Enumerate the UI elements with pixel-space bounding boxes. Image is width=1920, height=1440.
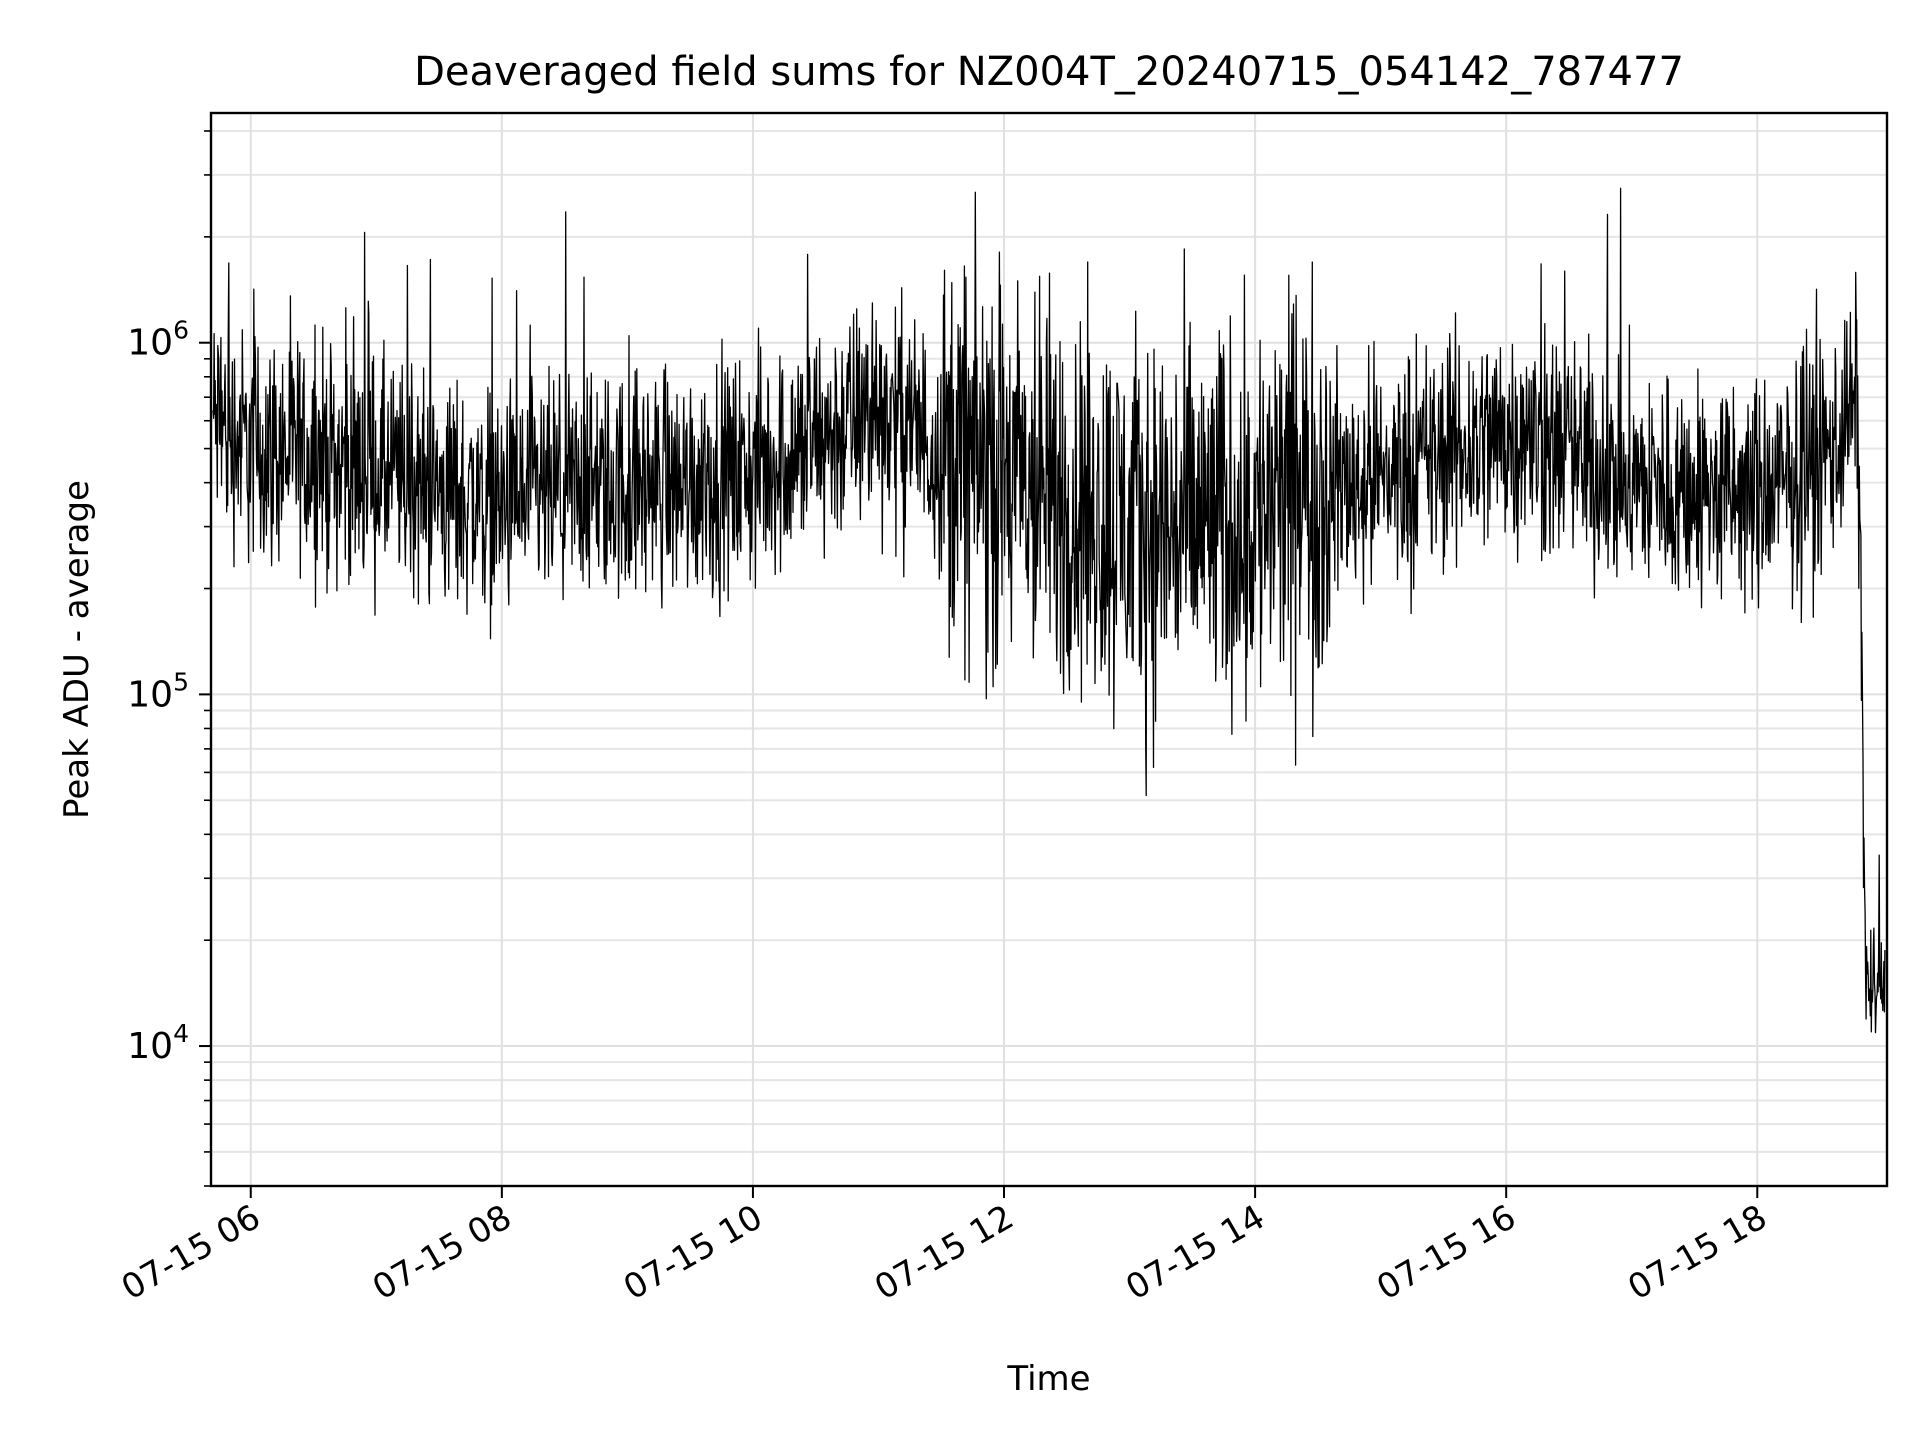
axes-frame [209,111,1889,1188]
data-series-line [212,187,1886,1034]
y-axis-label: Peak ADU - average [57,480,97,819]
x-axis-label: Time [1006,1359,1090,1399]
chart-title: Deaveraged field sums for NZ004T_2024071… [414,49,1684,95]
y-tick-label: 106 [127,316,189,364]
y-tick-label: 104 [127,1019,189,1067]
plot-area [212,187,1886,1034]
y-tick-label: 105 [127,667,189,715]
